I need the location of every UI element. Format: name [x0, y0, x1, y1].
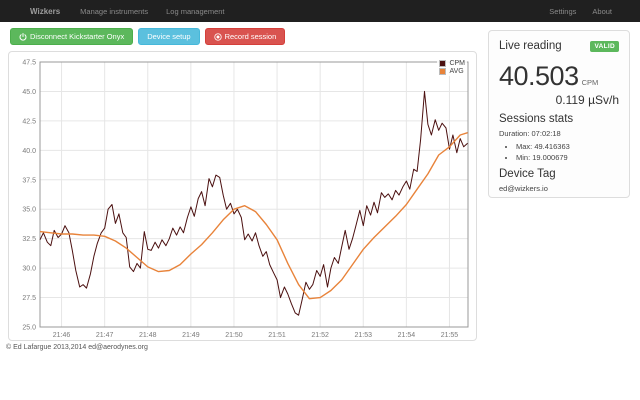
cpm-reading: 40.503 CPM	[499, 61, 619, 92]
svg-text:35.0: 35.0	[22, 207, 36, 214]
stats-list: Max: 49.416363 Min: 19.000679	[499, 142, 619, 162]
live-reading-title: Live reading	[499, 40, 562, 52]
svg-text:21:55: 21:55	[441, 332, 459, 339]
svg-text:30.0: 30.0	[22, 266, 36, 273]
cpm-reading-value: 40.503	[499, 61, 579, 91]
nav-item-manage-instruments[interactable]: Manage instruments	[80, 6, 149, 16]
nav-item-about[interactable]: About	[592, 6, 612, 16]
chart-canvas: 25.0 27.5 30.0 32.5 35.0 37.5 40.0 42.5 45.0 47.5…	[22, 60, 469, 339]
avg-series-swatch	[439, 68, 447, 75]
valid-badge: VALID	[590, 40, 619, 52]
disconnect-button-label: Disconnect Kickstarter Onyx	[30, 32, 125, 41]
disconnect-button[interactable]: Disconnect Kickstarter Onyx	[10, 28, 134, 45]
avg-series-label: AVG	[449, 68, 464, 75]
svg-text:21:50: 21:50	[225, 332, 243, 339]
svg-text:21:48: 21:48	[139, 332, 157, 339]
chart-legend: CPM AVG	[437, 59, 467, 76]
live-reading-panel: Live reading VALID 40.503 CPM 0.119 µSv/…	[488, 30, 630, 198]
cpm-chart-panel: 25.0 27.5 30.0 32.5 35.0 37.5 40.0 42.5 45.0 47.5…	[8, 51, 477, 341]
svg-text:32.5: 32.5	[22, 236, 36, 243]
svg-text:45.0: 45.0	[22, 89, 36, 96]
svg-text:21:47: 21:47	[96, 332, 114, 339]
device-tag-heading: Device Tag	[499, 168, 556, 180]
legend-row-cpm: CPM	[439, 60, 465, 67]
svg-text:21:49: 21:49	[182, 332, 200, 339]
power-icon	[19, 32, 27, 41]
device-setup-button[interactable]: Device setup	[138, 28, 200, 45]
svg-text:21:46: 21:46	[53, 332, 71, 339]
svg-text:47.5: 47.5	[22, 60, 36, 67]
record-icon	[213, 32, 222, 41]
sessions-stats-heading: Sessions stats	[499, 113, 574, 125]
svg-text:21:54: 21:54	[398, 332, 416, 339]
svg-text:37.5: 37.5	[22, 177, 36, 184]
svg-text:42.5: 42.5	[22, 118, 36, 125]
copyright-text: © Ed Lafargue 2013,2014 ed@aerodynes.org	[6, 344, 148, 351]
cpm-series-swatch	[439, 60, 447, 67]
cpm-series-label: CPM	[449, 60, 465, 67]
nav-item-settings[interactable]: Settings	[549, 6, 577, 16]
svg-text:21:52: 21:52	[311, 332, 329, 339]
svg-text:21:53: 21:53	[354, 332, 372, 339]
stat-min: Min: 19.000679	[516, 153, 619, 162]
toolbar: Disconnect Kickstarter Onyx Device setup…	[10, 28, 286, 45]
live-reading-header: Live reading VALID	[499, 40, 619, 52]
nav-right-links: Settings About	[549, 7, 612, 16]
svg-text:21:51: 21:51	[268, 332, 286, 339]
nav-links: Manage instruments Log management	[80, 7, 224, 16]
svg-text:25.0: 25.0	[22, 325, 36, 332]
duration-text: Duration: 07:02:18	[499, 129, 561, 138]
cpm-reading-unit: CPM	[581, 78, 599, 87]
stat-max: Max: 49.416363	[516, 142, 619, 151]
svg-text:40.0: 40.0	[22, 148, 36, 155]
brand-link[interactable]: Wizkers	[30, 6, 61, 16]
record-session-button-label: Record session	[224, 32, 277, 41]
navbar: Wizkers Manage instruments Log managemen…	[0, 0, 640, 22]
nav-item-log-management[interactable]: Log management	[166, 6, 225, 16]
legend-row-avg: AVG	[439, 68, 465, 75]
device-tag-value: ed@wizkers.io	[499, 184, 548, 193]
usv-reading: 0.119 µSv/h	[555, 93, 619, 107]
svg-text:27.5: 27.5	[22, 295, 36, 302]
record-session-button[interactable]: Record session	[204, 28, 286, 45]
device-setup-button-label: Device setup	[147, 32, 191, 41]
